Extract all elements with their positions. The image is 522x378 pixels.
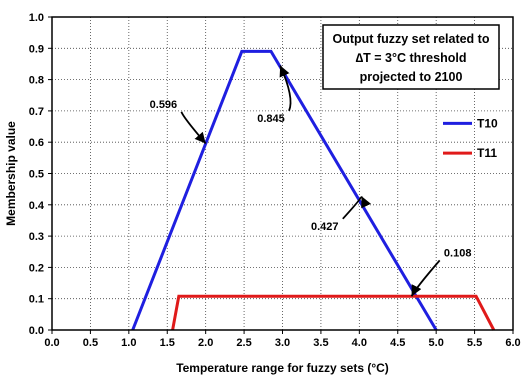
series-t11-line xyxy=(171,294,496,331)
x-tick-label: 0.0 xyxy=(44,337,59,349)
series-t10-line xyxy=(131,49,438,331)
x-tick-label: 1.0 xyxy=(121,337,136,349)
y-tick-label: 0.0 xyxy=(29,325,44,337)
annotation-label: 0.596 xyxy=(150,99,178,111)
y-tick-label: 0.6 xyxy=(29,137,44,149)
annotation-arrow xyxy=(279,65,292,112)
y-tick-label: 0.8 xyxy=(29,75,44,87)
y-tick-label: 0.9 xyxy=(29,43,44,55)
y-tick-label: 0.1 xyxy=(29,294,44,306)
annotations: 0.596 0.845 0.427 0.108 xyxy=(150,65,472,297)
info-box-border xyxy=(322,24,500,90)
x-tick-label: 3.0 xyxy=(275,337,290,349)
y-tick-label: 0.4 xyxy=(29,200,45,212)
x-tick-label: 4.0 xyxy=(352,337,367,349)
x-tick-label: 1.5 xyxy=(160,337,175,349)
annotation-arrow xyxy=(342,195,371,220)
info-box-line: projected to 2100 xyxy=(360,70,463,84)
y-axis-title: Membership value xyxy=(4,121,18,226)
info-box-line: Output fuzzy set related to xyxy=(333,32,490,46)
annotation-label: 0.108 xyxy=(444,247,472,259)
x-tick-label: 6.0 xyxy=(505,337,520,349)
x-tick-label: 3.5 xyxy=(313,337,328,349)
y-tick-label: 0.5 xyxy=(29,169,44,181)
x-tick-label: 2.0 xyxy=(198,337,213,349)
plot-frame xyxy=(51,16,514,331)
x-tick-label: 4.5 xyxy=(390,337,405,349)
legend-label-t10: T10 xyxy=(477,116,498,130)
y-tick-label: 1.0 xyxy=(29,12,44,24)
annotation-arrow xyxy=(180,111,207,145)
x-tick-label: 5.0 xyxy=(429,337,444,349)
y-tick-label: 0.2 xyxy=(29,262,44,274)
legend-label-t11: T11 xyxy=(477,146,497,160)
annotation-arrow xyxy=(410,259,441,297)
info-text-box: Output fuzzy set related to ∆T = 3°C thre… xyxy=(322,24,500,90)
x-tick-label: 5.5 xyxy=(467,337,482,349)
y-tick-label: 0.3 xyxy=(29,231,44,243)
annotation-label: 0.845 xyxy=(257,113,285,125)
x-tick-label: 0.5 xyxy=(83,337,98,349)
legend: T10 T11 xyxy=(443,116,498,160)
x-tick-label: 2.5 xyxy=(236,337,251,349)
x-axis-title: Temperature range for fuzzy sets (°C) xyxy=(176,361,389,375)
info-box-line: ∆T = 3°C threshold xyxy=(356,51,467,65)
series xyxy=(131,49,496,331)
y-tick-label: 0.7 xyxy=(29,106,44,118)
annotation-label: 0.427 xyxy=(311,221,339,233)
